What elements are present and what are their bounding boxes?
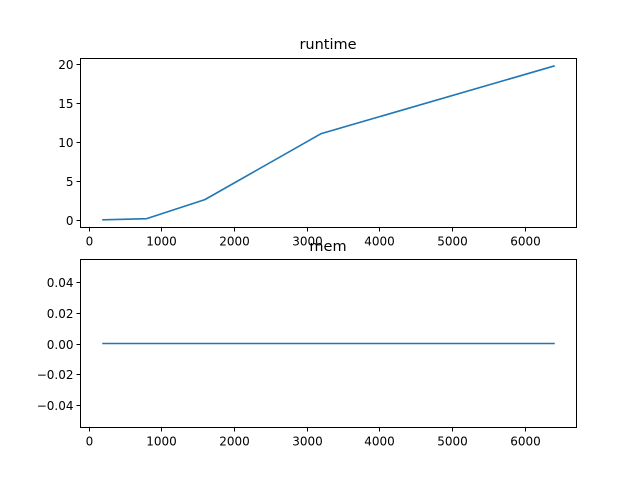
mem-x-tick-label: 5000 — [437, 435, 468, 449]
runtime-x-tick-label: 4000 — [364, 235, 395, 249]
mem-x-tick-label: 3000 — [292, 435, 323, 449]
mem-x-tick-label: 2000 — [219, 435, 250, 449]
mem-y-tick-label: −0.02 — [37, 368, 74, 382]
runtime-ticks: 0 1000 2000 3000 4000 5000 6000 0 5 10 15 20 — [58, 58, 541, 249]
runtime-y-tick-label: 5 — [66, 175, 74, 189]
mem-y-tick-label: 0.00 — [47, 338, 74, 352]
runtime-y-tick-label: 15 — [58, 97, 73, 111]
mem-x-tick-label: 1000 — [146, 435, 177, 449]
runtime-x-tick-label: 0 — [86, 235, 94, 249]
runtime-x-tick-label: 5000 — [437, 235, 468, 249]
runtime-series-line — [102, 65, 555, 221]
runtime-x-tick-label: 3000 — [292, 235, 323, 249]
runtime-subplot: runtime 0 1000 2000 3000 4000 5000 6000 0 5 10 15 2… — [58, 37, 577, 249]
mem-axes-frame — [80, 259, 577, 428]
runtime-lines — [102, 65, 555, 221]
mem-y-tick-label: 0.02 — [47, 307, 74, 321]
runtime-x-tick-label: 2000 — [219, 235, 250, 249]
mem-x-tick-label: 0 — [86, 435, 94, 449]
mem-ticks: 0 1000 2000 3000 4000 5000 6000 −0.04 −0.02 0.00 0… — [37, 276, 541, 449]
mem-title: mem — [309, 239, 346, 255]
runtime-y-tick-label: 0 — [66, 214, 74, 228]
mem-subplot: mem 0 1000 2000 3000 4000 5000 6000−0.04−0.020… — [37, 239, 577, 449]
runtime-x-tick-label: 1000 — [146, 235, 177, 249]
mem-y-tick-label: −0.04 — [37, 399, 74, 413]
runtime-axes-frame — [80, 58, 577, 228]
mem-x-tick-label: 4000 — [364, 435, 395, 449]
mem-y-tick-label: 0.04 — [47, 276, 74, 290]
runtime-y-tick-label: 20 — [58, 58, 73, 72]
mem-x-tick-label: 6000 — [510, 435, 541, 449]
runtime-x-tick-label: 6000 — [510, 235, 541, 249]
runtime-title: runtime — [299, 37, 356, 53]
runtime-y-tick-label: 10 — [58, 136, 73, 150]
